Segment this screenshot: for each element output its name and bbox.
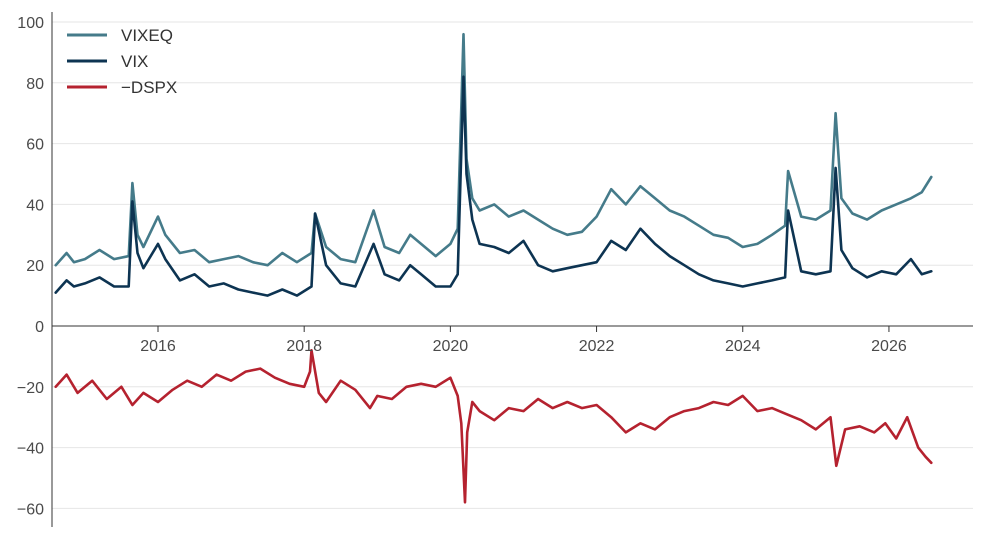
axes: [51, 12, 973, 527]
y-tick-label: 0: [35, 319, 44, 336]
legend-label: VIX: [121, 52, 148, 71]
y-tick-label: −60: [17, 501, 44, 518]
y-tick-labels: 100 80 60 40 20 0 −20 −40 −60: [17, 15, 44, 518]
y-tick-label: 80: [26, 76, 44, 93]
x-tick-label: 2016: [140, 338, 176, 355]
x-tick-labels: 2016 2018 2020 2022 2024 2026: [140, 326, 907, 355]
x-tick-label: 2024: [725, 338, 761, 355]
y-tick-label: 20: [26, 258, 44, 275]
y-tick-label: 60: [26, 137, 44, 154]
y-tick-label: 40: [26, 197, 44, 214]
legend-label: −DSPX: [121, 78, 177, 97]
legend-label: VIXEQ: [121, 26, 173, 45]
y-tick-label: −40: [17, 441, 44, 458]
x-tick-label: 2020: [433, 338, 469, 355]
y-tick-label: 100: [17, 15, 44, 32]
x-tick-label: 2022: [579, 338, 615, 355]
series-layer: [54, 32, 933, 504]
series-line-vixeq: [54, 32, 933, 267]
series-line-dspx: [54, 348, 933, 504]
legend: VIXEQ VIX −DSPX: [67, 26, 177, 97]
gridlines: [52, 21, 973, 509]
x-tick-label: 2026: [871, 338, 907, 355]
x-tick-label: 2018: [286, 338, 322, 355]
y-tick-label: −20: [17, 380, 44, 397]
series-line-vix: [54, 75, 933, 297]
